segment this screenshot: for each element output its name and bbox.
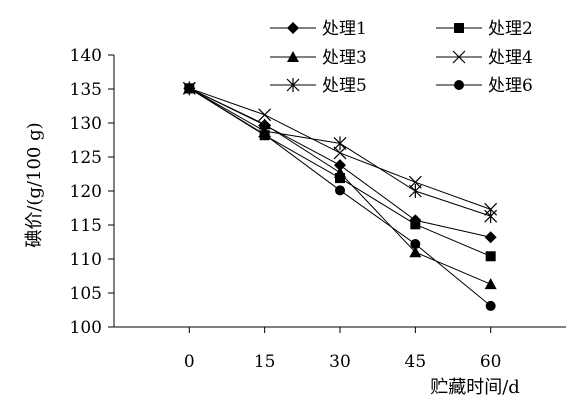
data-point-series-4 xyxy=(333,146,347,160)
data-point-series-5 xyxy=(333,136,347,151)
series-lines xyxy=(189,87,491,307)
legend-marker xyxy=(452,50,466,64)
y-tick-label: 100 xyxy=(70,318,102,338)
legend-marker xyxy=(454,23,464,33)
data-point-series-5 xyxy=(408,184,422,198)
x-tick-label: 30 xyxy=(329,352,351,372)
legend-label: 处理2 xyxy=(488,19,533,39)
data-point-series-6 xyxy=(485,300,496,311)
x-tick-label: 15 xyxy=(254,352,276,372)
y-tick-label: 130 xyxy=(70,114,102,134)
legend-label: 处理3 xyxy=(322,48,367,68)
data-point-series-3 xyxy=(409,246,422,258)
y-tick-label: 140 xyxy=(70,46,102,66)
y-tick-label: 115 xyxy=(70,216,102,236)
x-tick-label: 0 xyxy=(184,352,195,372)
data-point-series-1 xyxy=(334,159,346,172)
series-markers xyxy=(182,81,498,311)
y-tick-label: 135 xyxy=(70,80,102,100)
legend-label: 处理5 xyxy=(322,76,367,96)
y-tick-label: 125 xyxy=(70,148,102,168)
data-point-series-1 xyxy=(484,231,497,244)
legend-marker xyxy=(287,22,299,34)
series-line-6 xyxy=(189,87,491,307)
data-point-series-6 xyxy=(410,239,421,250)
legend-label: 处理6 xyxy=(488,76,533,96)
x-tick-label: 45 xyxy=(405,352,427,372)
data-point-series-3 xyxy=(334,166,346,178)
data-point-series-4 xyxy=(258,108,272,122)
y-tick-label: 105 xyxy=(70,284,102,304)
data-point-series-2 xyxy=(485,251,496,262)
data-point-series-6 xyxy=(335,185,345,196)
data-point-series-3 xyxy=(484,278,497,290)
data-point-series-2 xyxy=(410,219,421,230)
legend-label: 处理1 xyxy=(322,19,367,39)
y-axis-title: 碘价/(g/100 g) xyxy=(24,122,45,247)
legend: 处理1 处理2 处理3 处理4 处理5 处理6 xyxy=(270,19,533,96)
data-point-series-3 xyxy=(258,118,271,130)
y-tick-label: 120 xyxy=(70,182,102,202)
axes: 100 105 110 115 120 125 130 135 140 0 15 30 45 60 xyxy=(70,46,566,372)
legend-marker xyxy=(286,78,300,92)
data-point-series-5 xyxy=(484,209,498,224)
legend-label: 处理4 xyxy=(488,48,533,68)
data-point-series-6 xyxy=(184,83,195,94)
y-tick-label: 110 xyxy=(70,250,102,270)
x-tick-label: 60 xyxy=(480,352,502,372)
legend-marker xyxy=(454,80,464,90)
x-axis-title: 贮藏时间/d xyxy=(430,377,520,398)
data-point-series-6 xyxy=(259,129,270,140)
legend-marker xyxy=(287,51,299,62)
data-point-series-2 xyxy=(335,173,345,184)
